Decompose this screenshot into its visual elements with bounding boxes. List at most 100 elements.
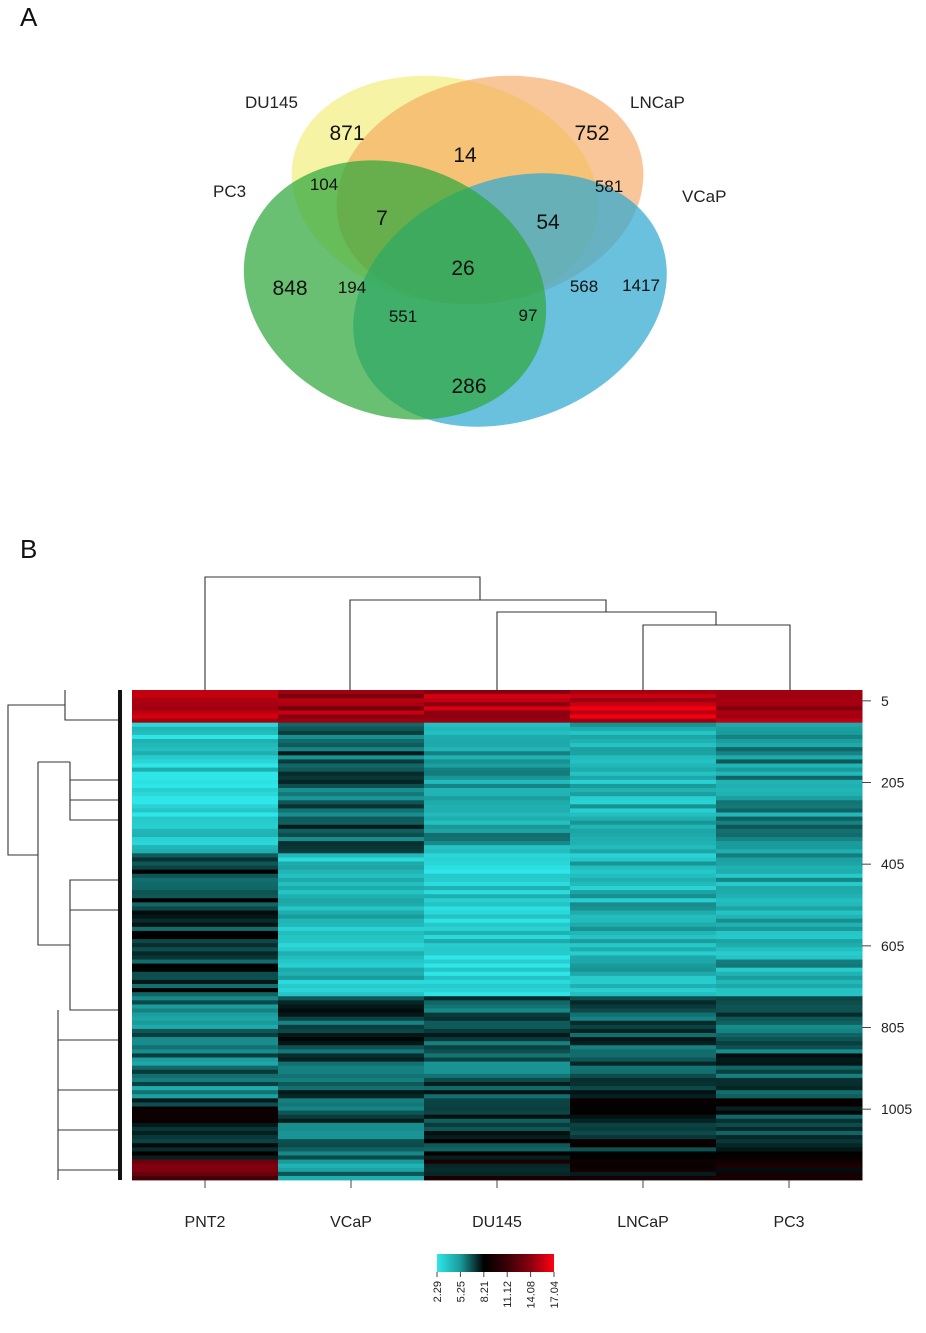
- heatmap-cell: [132, 1016, 279, 1022]
- venn-diagram: [243, 75, 667, 427]
- venn-count-du145-lncap-vcap: 54: [536, 211, 560, 234]
- heatmap-cell: [570, 1061, 717, 1067]
- heatmap-cell: [424, 1086, 571, 1091]
- heatmap-cell: [278, 767, 425, 773]
- heatmap-cell: [570, 1037, 717, 1042]
- heatmap-cell: [570, 914, 717, 920]
- heatmap-cell: [424, 1016, 571, 1022]
- venn-count-lncap-only: 752: [574, 122, 609, 145]
- heatmap-cell: [424, 702, 571, 707]
- venn-count-all-four: 26: [451, 257, 474, 280]
- heatmap-cell: [132, 718, 279, 724]
- heatmap-cell: [716, 755, 863, 760]
- heatmap-cell: [570, 1122, 717, 1128]
- heatmap-cell: [424, 906, 571, 911]
- heatmap-cell: [716, 910, 863, 915]
- heatmap-cell: [716, 988, 863, 993]
- heatmap-cell: [278, 1000, 425, 1005]
- heatmap-cell: [424, 828, 571, 834]
- venn-count-du145-lncap: 14: [453, 144, 477, 167]
- heatmap-cell: [424, 1155, 571, 1160]
- heatmap-cell: [570, 1049, 717, 1054]
- heatmap-cell: [716, 951, 863, 956]
- heatmap-cell: [570, 702, 717, 707]
- heatmap-cell: [570, 943, 717, 948]
- heatmap-cell: [570, 886, 717, 891]
- heatmap-cell: [132, 816, 279, 822]
- heatmap-cell: [424, 877, 571, 883]
- heatmap-cell: [570, 747, 717, 752]
- heatmap-cell: [278, 1008, 425, 1013]
- heatmap-cell: [132, 886, 279, 891]
- heatmap-cell: [716, 1102, 863, 1107]
- heatmap-cell: [570, 1167, 717, 1173]
- heatmap-cell: [716, 992, 863, 997]
- scale-label: 11.12: [502, 1281, 514, 1308]
- heatmap-cell: [570, 824, 717, 830]
- heatmap-cell: [424, 775, 571, 781]
- heatmap-cell: [570, 890, 717, 895]
- heatmap-cell: [570, 1004, 717, 1009]
- heatmap-cell: [278, 1049, 425, 1054]
- heatmap-cell: [716, 1151, 863, 1156]
- heatmap-cell: [132, 959, 279, 964]
- heatmap-cell: [570, 1102, 717, 1107]
- heatmap-cell: [424, 894, 571, 899]
- heatmap-cell: [570, 1065, 717, 1071]
- heatmap-cell: [570, 775, 717, 781]
- heatmap-cell: [278, 726, 425, 732]
- heatmap-cell: [278, 763, 425, 768]
- heatmap-cell: [716, 853, 863, 858]
- heatmap-cell: [424, 955, 571, 960]
- heatmap-cell: [278, 1131, 425, 1136]
- heatmap-cell: [278, 1057, 425, 1062]
- heatmap-cell: [278, 910, 425, 915]
- heatmap-cell: [716, 881, 863, 887]
- heatmap-cell: [424, 853, 571, 858]
- heatmap-cell: [570, 1073, 717, 1079]
- heatmap-cell: [278, 1020, 425, 1026]
- heatmap-cell: [278, 886, 425, 891]
- scale-label: 5.25: [455, 1281, 467, 1302]
- heatmap-cell: [424, 771, 571, 777]
- heatmap-cell: [716, 726, 863, 732]
- heatmap-cell: [278, 1171, 425, 1177]
- heatmap-cell: [132, 943, 279, 948]
- heatmap-cell: [278, 779, 425, 785]
- heatmap-cell: [716, 861, 863, 866]
- heatmap-cell: [570, 1155, 717, 1160]
- heatmap-cell: [570, 796, 717, 801]
- heatmap-cell: [570, 755, 717, 760]
- heatmap-cell: [132, 971, 279, 977]
- heatmap-cell: [716, 1012, 863, 1018]
- heatmap-cell: [716, 1155, 863, 1160]
- heatmap-cell: [132, 1073, 279, 1079]
- venn-count-vcap-only: 1417: [622, 276, 660, 295]
- heatmap-cell: [570, 739, 717, 744]
- venn-set-label-du145: DU145: [245, 93, 298, 112]
- heatmap-cell: [132, 775, 279, 781]
- heatmap-cell: [424, 1053, 571, 1058]
- heatmap-cell: [570, 698, 717, 703]
- heatmap-cell: [570, 1057, 717, 1062]
- heatmap-cell: [716, 898, 863, 903]
- dendro-link-root: [204, 576, 481, 690]
- heatmap-cell: [132, 1171, 279, 1177]
- heatmap-cell: [570, 1069, 717, 1075]
- heatmap-cell: [132, 747, 279, 752]
- heatmap-cell: [570, 734, 717, 740]
- heatmap-cell: [132, 1061, 279, 1067]
- heatmap-cell: [132, 783, 279, 789]
- heatmap-cell: [716, 767, 863, 773]
- heatmap-cell: [278, 759, 425, 764]
- heatmap-cell: [278, 1004, 425, 1009]
- heatmap-cell: [424, 1090, 571, 1095]
- heatmap-cell: [278, 930, 425, 936]
- heatmap-cell: [132, 849, 279, 854]
- heatmap-cell: [132, 861, 279, 866]
- heatmap-cell: [278, 1012, 425, 1018]
- heatmap-cell: [424, 1135, 571, 1140]
- heatmap-cell: [570, 1024, 717, 1030]
- heatmap-cell: [132, 890, 279, 895]
- heatmap-cell: [570, 922, 717, 928]
